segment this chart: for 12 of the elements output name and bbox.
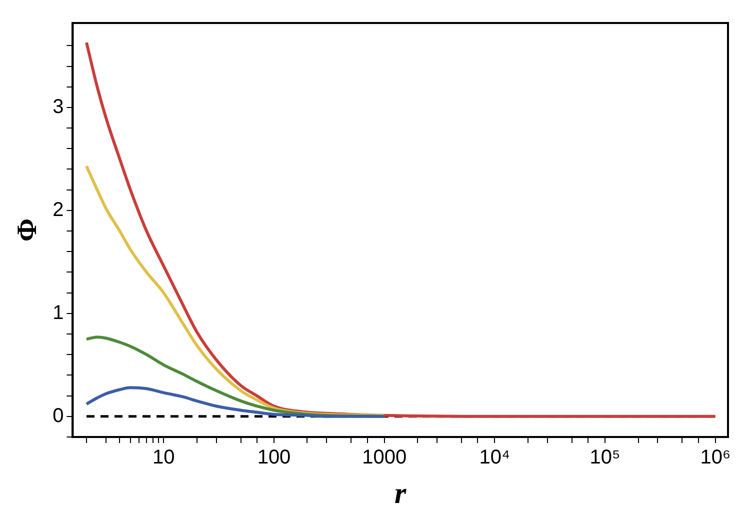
x-tick-label: 100: [257, 446, 291, 469]
y-tick-label: 0: [52, 404, 64, 427]
x-axis-title: r: [394, 476, 407, 510]
y-tick-label: 1: [52, 302, 64, 324]
x-tick-label: 10: [152, 446, 175, 469]
x-tick-label: 10⁴: [479, 446, 510, 469]
y-tick-label: 3: [52, 96, 64, 118]
x-tick-label: 10⁶: [700, 446, 731, 469]
x-tick-label: 1000: [362, 446, 407, 469]
y-tick-label: 2: [52, 198, 64, 221]
x-tick-label: 10⁵: [590, 446, 620, 469]
y-axis-title: Φ: [12, 218, 44, 242]
